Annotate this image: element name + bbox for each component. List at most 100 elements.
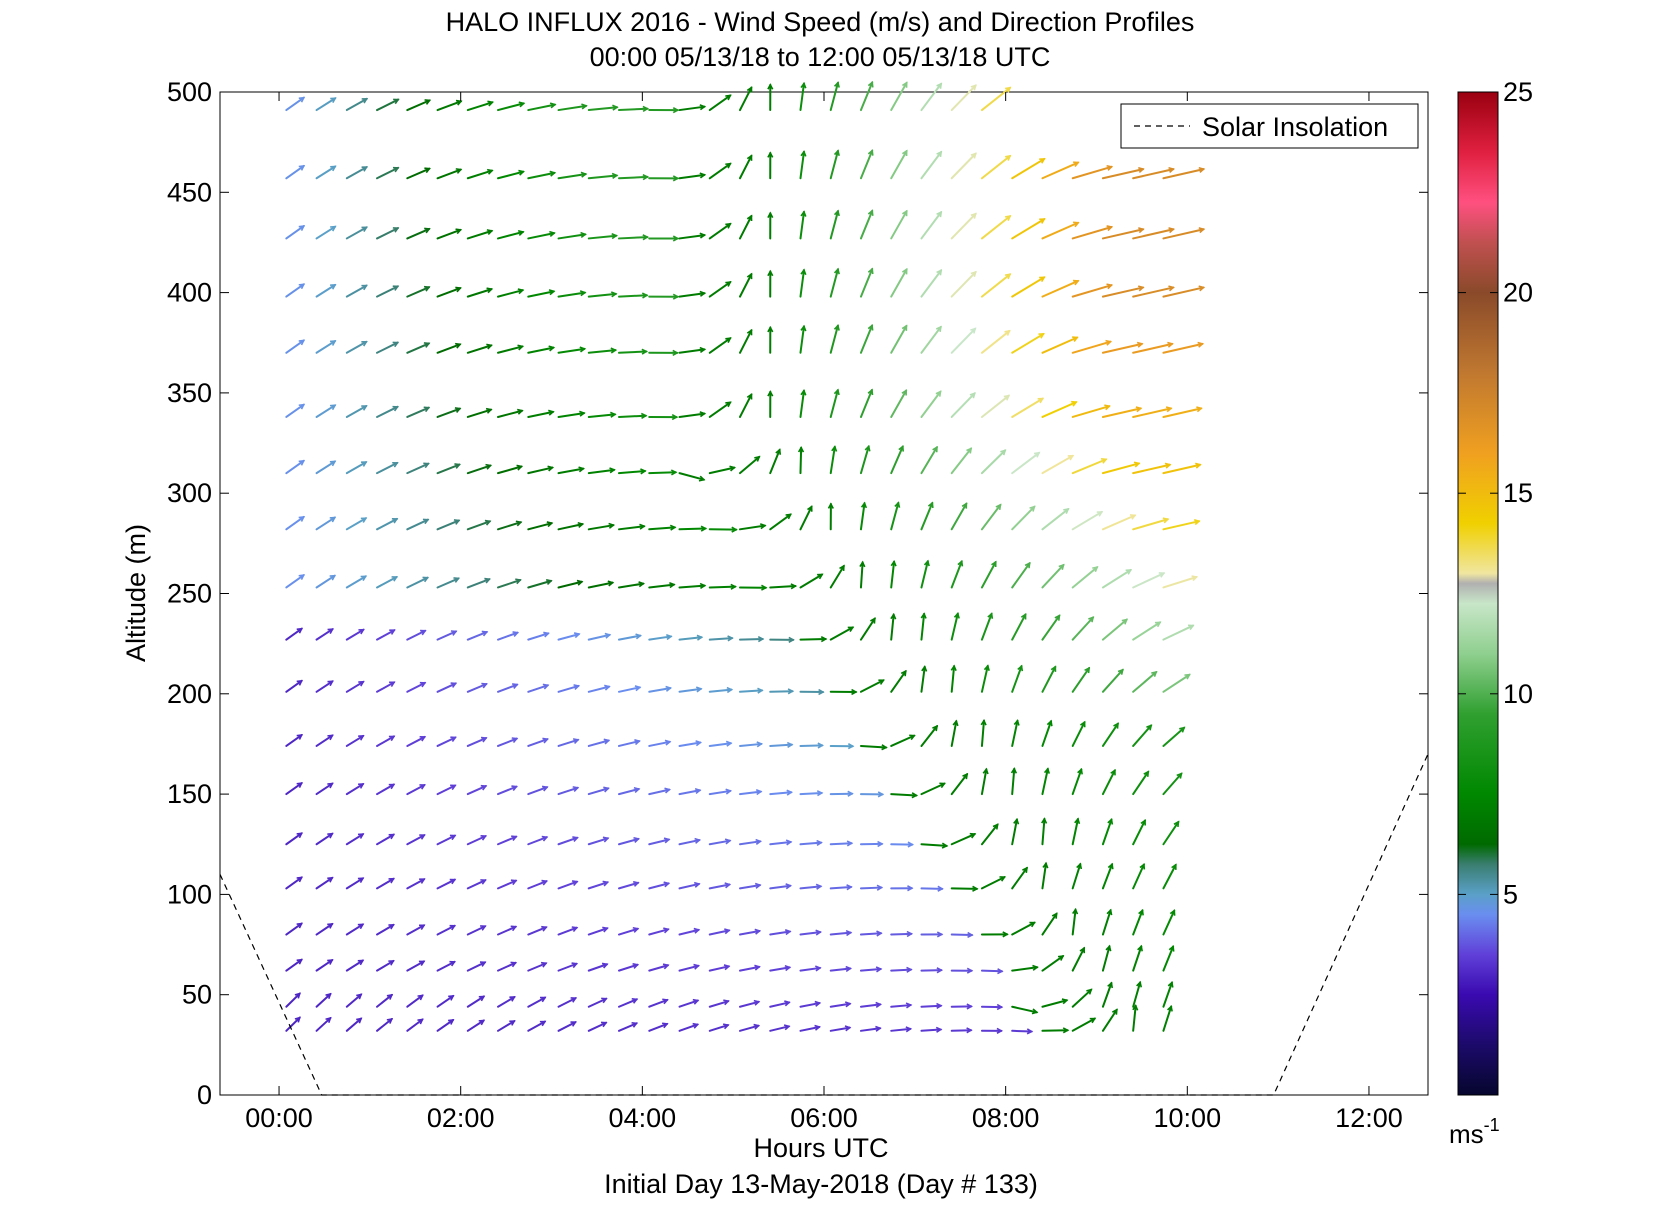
wind-vector-shaft [1162,168,1205,180]
y-axis-label: Altitude (m) [121,524,151,662]
wind-vector [1162,673,1191,693]
wind-vector-shaft [980,768,988,796]
wind-vector-shaft [315,340,337,354]
wind-vector-shaft [376,1018,393,1032]
wind-vector-shaft [769,930,791,936]
wind-vector [678,582,707,590]
wind-vector-head [817,742,824,749]
wind-vector-shaft [890,150,908,180]
wind-vector-head [423,406,431,413]
wind-vector [587,684,611,693]
wind-vector [708,999,730,1008]
wind-vector-head [480,834,488,841]
wind-vector [497,229,525,240]
wind-vector [436,960,456,972]
wind-vector-head [775,448,782,455]
wind-vector-shaft [587,234,618,240]
wind-vector-shaft [1162,1005,1173,1032]
wind-vector [618,292,649,299]
wind-vector [618,963,640,972]
wind-vector-head [1029,921,1036,928]
wind-vector-shaft [466,835,487,846]
wind-vector-head [327,923,334,929]
wind-vector [890,267,908,298]
wind-vector-shaft [859,1027,882,1032]
wind-vector-shaft [557,962,578,972]
x-tick-label: 10:00 [1154,1103,1222,1133]
wind-vector-shaft [980,86,1012,112]
wind-vector [950,502,968,531]
wind-vector-shaft [406,1018,424,1032]
wind-vector-shaft [436,960,456,972]
wind-vector-shaft [1071,225,1113,240]
wind-vector-shaft [648,964,669,972]
wind-vector [859,679,885,693]
wind-vector [890,81,908,112]
wind-vector [497,996,516,1008]
wind-vector-shaft [406,99,431,112]
wind-vector-shaft [406,681,426,693]
wind-vector [708,162,732,180]
wind-vector [708,788,732,796]
wind-vector-shaft [376,783,395,796]
wind-vector-head [540,961,548,968]
wind-vector-shaft [345,97,368,112]
wind-vector [678,290,707,298]
wind-vector [315,832,334,846]
wind-vector-shaft [950,327,977,354]
wind-vector-head [358,735,365,741]
wind-vector-head [870,617,876,624]
wind-vector-head [851,688,858,696]
wind-vector-shaft [678,928,700,936]
wind-vector-shaft [708,337,732,354]
wind-vector-head [392,341,400,348]
wind-vector [587,786,610,796]
wind-vector-head [1051,912,1058,919]
wind-vector-head [846,840,854,847]
wind-vector [285,992,301,1008]
wind-vector-head [424,167,431,174]
wind-vector-head [935,390,942,397]
wind-vector-head [1184,673,1191,680]
wind-vector-head [631,998,639,1004]
wind-vector [1041,817,1048,846]
wind-vector-shaft [648,740,671,747]
wind-vector-head [966,1027,973,1034]
wind-vector [1162,1004,1173,1032]
wind-vector-shaft [587,927,609,936]
wind-vector-head [389,681,396,687]
wind-vector [466,343,493,354]
wind-vector [980,931,1009,938]
wind-vector [618,926,640,936]
wind-vector [829,626,855,641]
wind-vector [1071,988,1093,1008]
wind-vector-shaft [587,524,615,531]
wind-vector-head [329,574,337,581]
wind-vector-shaft [497,996,516,1008]
wind-vector-head [517,408,524,415]
wind-vector [738,928,762,936]
wind-vector-head [391,576,399,582]
wind-vector [587,926,609,936]
wind-vector [890,389,908,418]
wind-vector-shaft [466,344,493,354]
wind-vector [648,469,678,476]
wind-vector-head [755,789,763,796]
wind-vector [950,719,959,747]
wind-vector [557,579,584,589]
wind-vector-shaft [345,166,368,180]
wind-vector [345,517,368,531]
wind-vector [769,789,793,796]
wind-vector-shaft [1011,1029,1033,1033]
wind-vector [376,1017,394,1032]
wind-vector-shaft [285,958,303,972]
wind-vector-shaft [345,461,368,475]
wind-vector-shaft [285,876,303,890]
wind-vector-shaft [406,878,426,890]
wind-vector [738,741,764,748]
wind-vector-head [392,227,400,233]
wind-vector-head [1013,719,1020,726]
wind-vector [1071,720,1086,747]
wind-vector-shaft [557,467,585,475]
wind-vector [859,884,884,891]
